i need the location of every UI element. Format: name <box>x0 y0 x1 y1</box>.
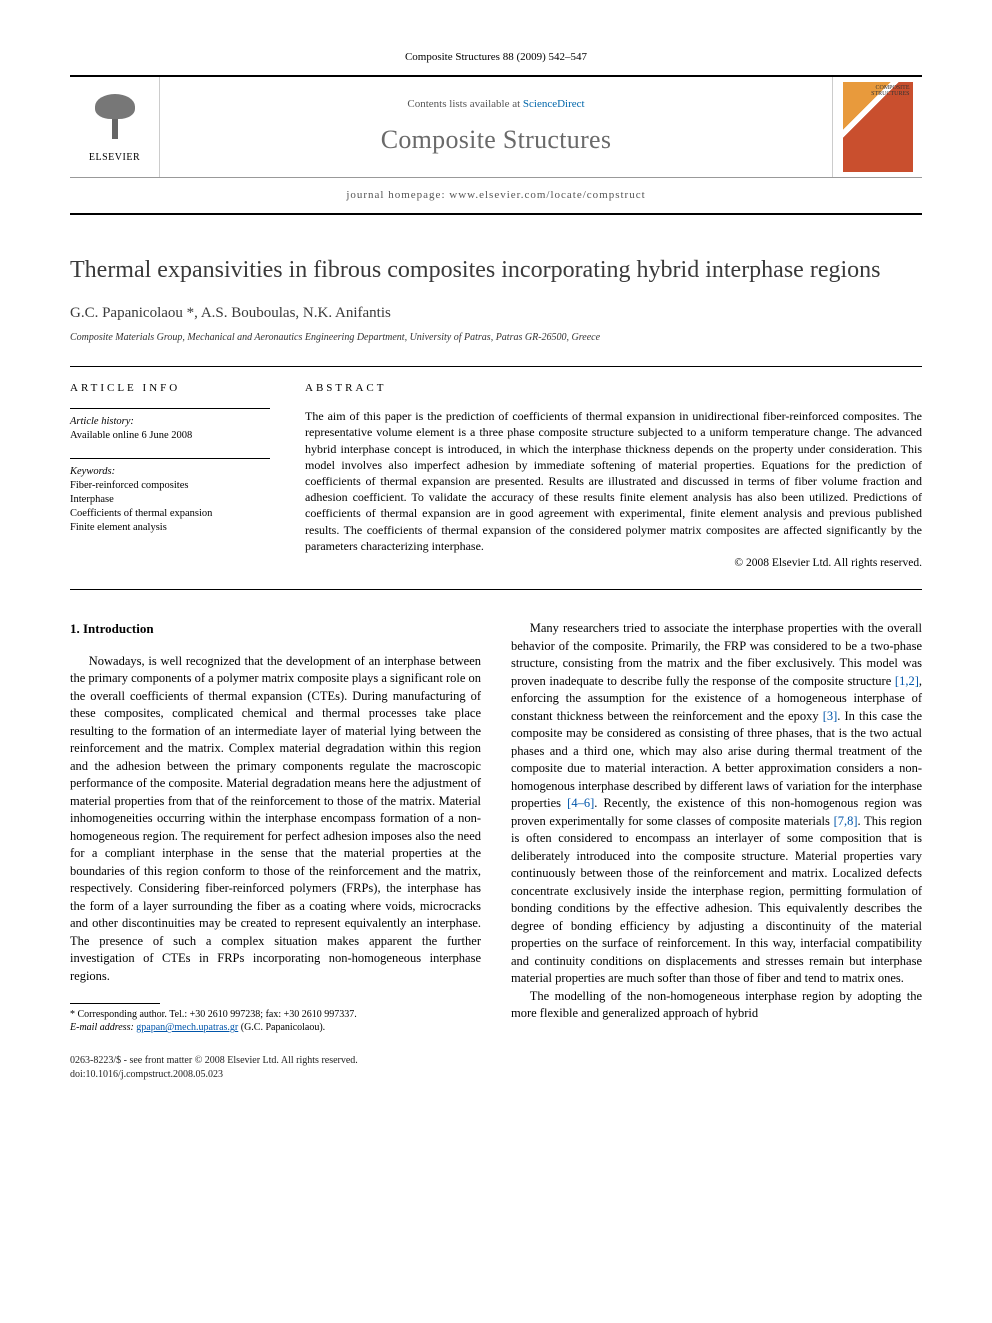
abstract-header: ABSTRACT <box>305 381 922 396</box>
journal-reference: Composite Structures 88 (2009) 542–547 <box>70 50 922 65</box>
citation-link[interactable]: [3] <box>823 709 838 723</box>
elsevier-tree-icon <box>85 89 145 149</box>
front-matter-block: 0263-8223/$ - see front matter © 2008 El… <box>70 1054 922 1081</box>
keyword-item: Interphase <box>70 493 270 507</box>
publisher-logo-block: ELSEVIER <box>70 77 160 177</box>
journal-cover-block: COMPOSITE STRUCTURES <box>832 77 922 177</box>
keyword-item: Finite element analysis <box>70 521 270 535</box>
info-divider-1 <box>70 408 270 409</box>
article-info-header: ARTICLE INFO <box>70 381 270 396</box>
header-center: Contents lists available at ScienceDirec… <box>160 77 832 177</box>
divider-bottom <box>70 589 922 590</box>
intro-paragraph-1: Nowadays, is well recognized that the de… <box>70 653 481 986</box>
doi-line: doi:10.1016/j.compstruct.2008.05.023 <box>70 1068 922 1082</box>
keyword-item: Fiber-reinforced composites <box>70 479 270 493</box>
contents-prefix: Contents lists available at <box>407 98 522 110</box>
citation-link[interactable]: [1,2] <box>895 674 919 688</box>
citation-link[interactable]: [7,8] <box>834 814 858 828</box>
header-top-row: ELSEVIER Contents lists available at Sci… <box>70 77 922 178</box>
journal-name: Composite Structures <box>381 122 612 157</box>
keywords-label: Keywords: <box>70 465 270 479</box>
homepage-prefix: journal homepage: <box>346 189 449 201</box>
article-title: Thermal expansivities in fibrous composi… <box>70 255 922 285</box>
journal-header: ELSEVIER Contents lists available at Sci… <box>70 75 922 215</box>
intro-paragraph-3: The modelling of the non-homogeneous int… <box>511 988 922 1023</box>
sciencedirect-link[interactable]: ScienceDirect <box>523 98 585 110</box>
keyword-item: Coefficients of thermal expansion <box>70 507 270 521</box>
corr-author-line: * Corresponding author. Tel.: +30 2610 9… <box>70 1008 481 1021</box>
info-abstract-row: ARTICLE INFO Article history: Available … <box>70 367 922 589</box>
contents-available-line: Contents lists available at ScienceDirec… <box>407 97 584 112</box>
history-label: Article history: <box>70 415 270 429</box>
homepage-line: journal homepage: www.elsevier.com/locat… <box>70 178 922 213</box>
publisher-name: ELSEVIER <box>89 151 140 165</box>
article-history-block: Article history: Available online 6 June… <box>70 415 270 443</box>
email-label: E-mail address: <box>70 1022 136 1033</box>
body-columns: 1. Introduction Nowadays, is well recogn… <box>70 620 922 1034</box>
intro-paragraph-2: Many researchers tried to associate the … <box>511 620 922 988</box>
info-divider-2 <box>70 458 270 459</box>
homepage-link[interactable]: www.elsevier.com/locate/compstruct <box>449 189 645 201</box>
affiliation: Composite Materials Group, Mechanical an… <box>70 331 922 345</box>
email-line: E-mail address: gpapan@mech.upatras.gr (… <box>70 1021 481 1034</box>
corresponding-footnote: * Corresponding author. Tel.: +30 2610 9… <box>70 1008 481 1034</box>
keywords-block: Keywords: Fiber-reinforced composites In… <box>70 465 270 536</box>
journal-cover-icon: COMPOSITE STRUCTURES <box>843 82 913 172</box>
history-value: Available online 6 June 2008 <box>70 429 270 443</box>
abstract-column: ABSTRACT The aim of this paper is the pr… <box>305 381 922 571</box>
abstract-copyright: © 2008 Elsevier Ltd. All rights reserved… <box>305 556 922 572</box>
abstract-text: The aim of this paper is the prediction … <box>305 408 922 554</box>
footnote-rule <box>70 1003 160 1004</box>
corr-email-link[interactable]: gpapan@mech.upatras.gr <box>136 1022 238 1033</box>
p2-part-a: Many researchers tried to associate the … <box>511 621 922 688</box>
p2-part-e: . This region is often considered to enc… <box>511 814 922 986</box>
email-suffix: (G.C. Papanicolaou). <box>238 1022 325 1033</box>
article-info-column: ARTICLE INFO Article history: Available … <box>70 381 270 571</box>
cover-label: COMPOSITE STRUCTURES <box>843 85 910 97</box>
authors: G.C. Papanicolaou *, A.S. Bouboulas, N.K… <box>70 303 922 323</box>
citation-link[interactable]: [4–6] <box>567 796 594 810</box>
front-matter-line: 0263-8223/$ - see front matter © 2008 El… <box>70 1054 922 1068</box>
section-heading-intro: 1. Introduction <box>70 620 481 638</box>
